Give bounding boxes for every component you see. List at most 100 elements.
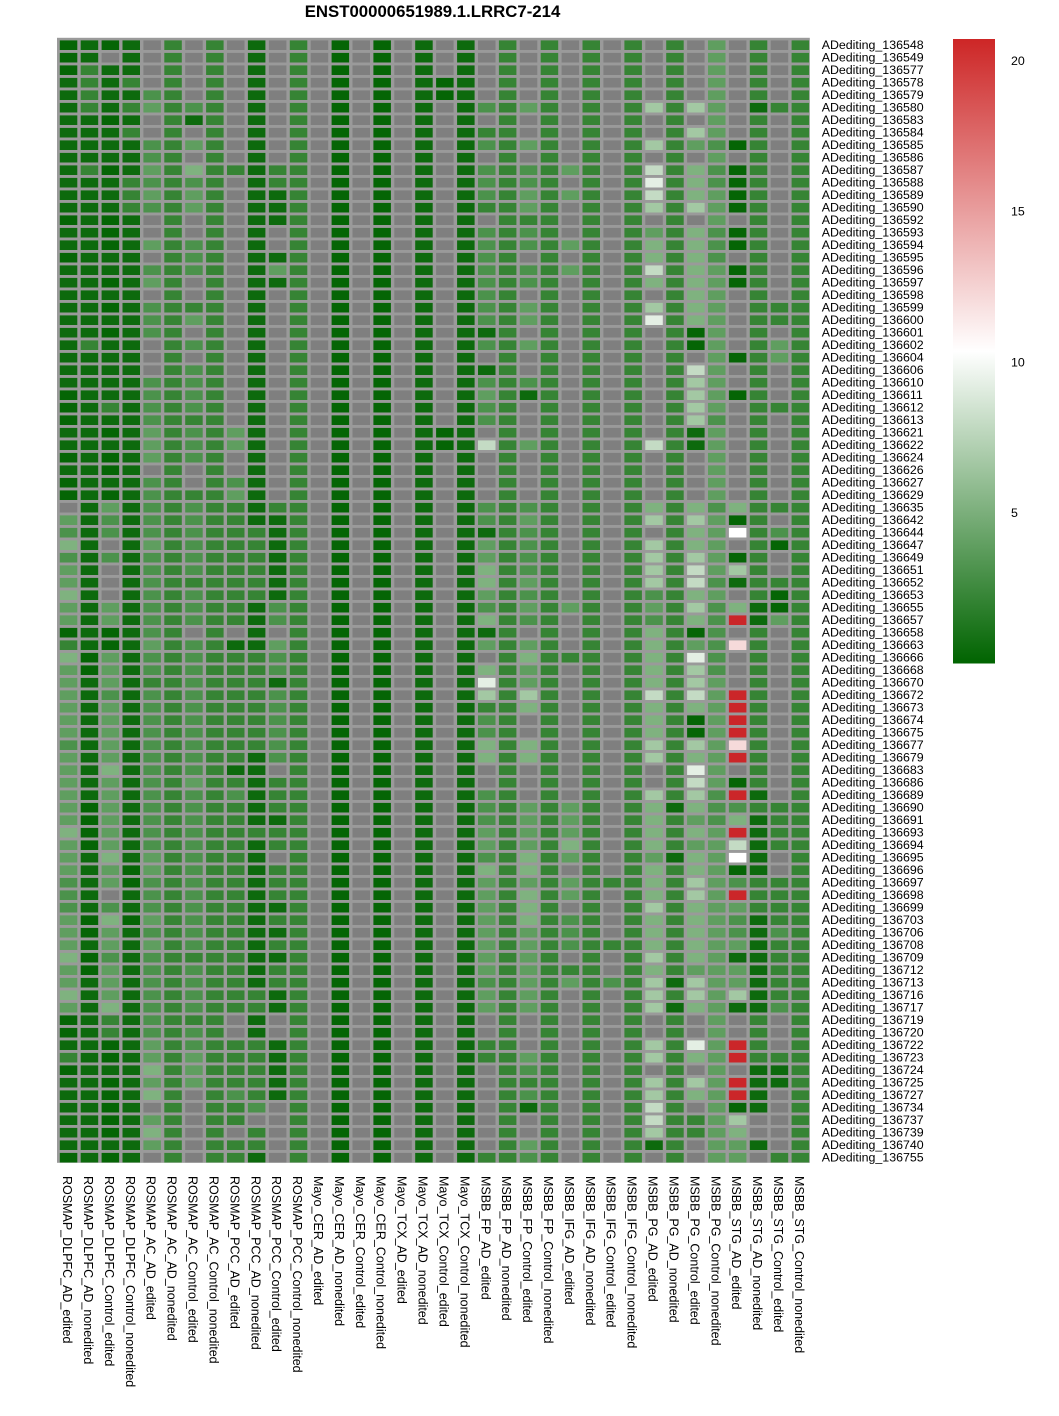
svg-text:ADediting_136693: ADediting_136693 xyxy=(822,826,924,840)
svg-text:ADediting_136642: ADediting_136642 xyxy=(822,513,924,527)
svg-text:ADediting_136580: ADediting_136580 xyxy=(822,101,924,115)
svg-text:ROSMAP_PCC_Control_edited: ROSMAP_PCC_Control_edited xyxy=(269,1176,283,1352)
svg-text:ADediting_136594: ADediting_136594 xyxy=(822,238,924,252)
svg-text:ADediting_136672: ADediting_136672 xyxy=(822,688,924,702)
svg-text:ADediting_136717: ADediting_136717 xyxy=(822,1001,924,1015)
svg-text:MSBB_IFG_Control_edited: MSBB_IFG_Control_edited xyxy=(604,1176,618,1328)
svg-text:ENST00000651989.1.LRRC7-214: ENST00000651989.1.LRRC7-214 xyxy=(305,2,561,21)
svg-text:ROSMAP_DLPFC_AD_nonedited: ROSMAP_DLPFC_AD_nonedited xyxy=(81,1176,95,1364)
svg-text:Mayo_CER_Control_nonedited: Mayo_CER_Control_nonedited xyxy=(374,1176,388,1349)
svg-text:MSBB_IFG_AD_edited: MSBB_IFG_AD_edited xyxy=(562,1176,576,1305)
svg-text:ADediting_136626: ADediting_136626 xyxy=(822,463,924,477)
svg-text:MSBB_PG_AD_nonedited: MSBB_PG_AD_nonedited xyxy=(667,1176,681,1323)
svg-text:ADediting_136578: ADediting_136578 xyxy=(822,76,924,90)
svg-text:ROSMAP_DLPFC_Control_edited: ROSMAP_DLPFC_Control_edited xyxy=(102,1176,116,1366)
svg-text:ADediting_136725: ADediting_136725 xyxy=(822,1076,924,1090)
svg-text:ROSMAP_AC_Control_nonedited: ROSMAP_AC_Control_nonedited xyxy=(206,1176,220,1364)
svg-text:Mayo_TCX_Control_nonedited: Mayo_TCX_Control_nonedited xyxy=(457,1176,471,1348)
svg-text:ADediting_136723: ADediting_136723 xyxy=(822,1051,924,1065)
svg-text:ADediting_136585: ADediting_136585 xyxy=(822,138,924,152)
svg-text:Mayo_CER_AD_nonedited: Mayo_CER_AD_nonedited xyxy=(332,1176,346,1326)
svg-text:Mayo_TCX_Control_edited: Mayo_TCX_Control_edited xyxy=(437,1176,451,1327)
svg-text:ADediting_136737: ADediting_136737 xyxy=(822,1113,924,1127)
svg-text:MSBB_PG_Control_edited: MSBB_PG_Control_edited xyxy=(687,1176,701,1325)
svg-text:ADediting_136716: ADediting_136716 xyxy=(822,988,924,1002)
svg-text:MSBB_IFG_Control_nonedited: MSBB_IFG_Control_nonedited xyxy=(625,1176,639,1348)
svg-text:ADediting_136668: ADediting_136668 xyxy=(822,663,924,677)
svg-text:ADediting_136589: ADediting_136589 xyxy=(822,188,924,202)
svg-text:ADediting_136602: ADediting_136602 xyxy=(822,338,924,352)
svg-text:ADediting_136712: ADediting_136712 xyxy=(822,963,924,977)
svg-text:MSBB_FP_AD_nonedited: MSBB_FP_AD_nonedited xyxy=(499,1176,513,1321)
svg-text:Mayo_CER_Control_edited: Mayo_CER_Control_edited xyxy=(353,1176,367,1328)
svg-text:ROSMAP_PCC_AD_edited: ROSMAP_PCC_AD_edited xyxy=(227,1176,241,1329)
svg-text:ADediting_136719: ADediting_136719 xyxy=(822,1013,924,1027)
svg-text:ADediting_136673: ADediting_136673 xyxy=(822,701,924,715)
svg-text:ADediting_136706: ADediting_136706 xyxy=(822,926,924,940)
svg-text:ADediting_136577: ADediting_136577 xyxy=(822,63,924,77)
svg-text:ADediting_136621: ADediting_136621 xyxy=(822,426,924,440)
svg-text:ADediting_136627: ADediting_136627 xyxy=(822,476,924,490)
svg-text:MSBB_IFG_AD_nonedited: MSBB_IFG_AD_nonedited xyxy=(583,1176,597,1325)
svg-text:ADediting_136722: ADediting_136722 xyxy=(822,1038,924,1052)
svg-text:ADediting_136739: ADediting_136739 xyxy=(822,1126,924,1140)
svg-text:ADediting_136583: ADediting_136583 xyxy=(822,113,924,127)
svg-text:ROSMAP_DLPFC_AD_edited: ROSMAP_DLPFC_AD_edited xyxy=(60,1176,74,1343)
svg-text:ADediting_136586: ADediting_136586 xyxy=(822,151,924,165)
svg-text:ADediting_136709: ADediting_136709 xyxy=(822,951,924,965)
svg-text:ADediting_136635: ADediting_136635 xyxy=(822,501,924,515)
svg-text:ADediting_136651: ADediting_136651 xyxy=(822,563,924,577)
svg-text:ADediting_136740: ADediting_136740 xyxy=(822,1138,924,1152)
svg-text:ADediting_136649: ADediting_136649 xyxy=(822,551,924,565)
svg-text:ADediting_136663: ADediting_136663 xyxy=(822,638,924,652)
svg-text:ADediting_136720: ADediting_136720 xyxy=(822,1026,924,1040)
svg-text:ADediting_136604: ADediting_136604 xyxy=(822,351,924,365)
svg-text:ADediting_136666: ADediting_136666 xyxy=(822,651,924,665)
svg-text:MSBB_PG_Control_nonedited: MSBB_PG_Control_nonedited xyxy=(708,1176,722,1346)
svg-text:ROSMAP_DLPFC_Control_nonedited: ROSMAP_DLPFC_Control_nonedited xyxy=(123,1176,137,1387)
svg-text:ADediting_136610: ADediting_136610 xyxy=(822,376,924,390)
svg-text:MSBB_STG_Control_nonedited: MSBB_STG_Control_nonedited xyxy=(792,1176,806,1353)
svg-text:Mayo_TCX_AD_edited: Mayo_TCX_AD_edited xyxy=(395,1176,409,1304)
svg-text:ADediting_136694: ADediting_136694 xyxy=(822,838,924,852)
svg-text:ADediting_136679: ADediting_136679 xyxy=(822,751,924,765)
svg-text:MSBB_STG_AD_nonedited: MSBB_STG_AD_nonedited xyxy=(750,1176,764,1330)
svg-text:Mayo_CER_AD_edited: Mayo_CER_AD_edited xyxy=(311,1176,325,1305)
svg-text:ADediting_136691: ADediting_136691 xyxy=(822,813,924,827)
svg-text:ADediting_136622: ADediting_136622 xyxy=(822,438,924,452)
svg-text:ADediting_136592: ADediting_136592 xyxy=(822,213,924,227)
svg-text:ADediting_136595: ADediting_136595 xyxy=(822,251,924,265)
svg-text:ADediting_136624: ADediting_136624 xyxy=(822,451,924,465)
svg-text:ADediting_136696: ADediting_136696 xyxy=(822,863,924,877)
svg-text:ADediting_136549: ADediting_136549 xyxy=(822,51,924,65)
svg-text:ADediting_136686: ADediting_136686 xyxy=(822,776,924,790)
svg-text:MSBB_STG_Control_edited: MSBB_STG_Control_edited xyxy=(771,1176,785,1332)
svg-text:ADediting_136708: ADediting_136708 xyxy=(822,938,924,952)
svg-text:ADediting_136579: ADediting_136579 xyxy=(822,88,924,102)
svg-text:ADediting_136703: ADediting_136703 xyxy=(822,913,924,927)
svg-text:ADediting_136698: ADediting_136698 xyxy=(822,888,924,902)
svg-text:ROSMAP_AC_AD_edited: ROSMAP_AC_AD_edited xyxy=(144,1176,158,1320)
svg-text:ADediting_136653: ADediting_136653 xyxy=(822,588,924,602)
svg-text:ADediting_136689: ADediting_136689 xyxy=(822,788,924,802)
svg-text:ADediting_136587: ADediting_136587 xyxy=(822,163,924,177)
svg-text:ADediting_136629: ADediting_136629 xyxy=(822,488,924,502)
svg-text:ADediting_136755: ADediting_136755 xyxy=(822,1151,924,1165)
svg-text:ADediting_136683: ADediting_136683 xyxy=(822,763,924,777)
svg-text:ADediting_136644: ADediting_136644 xyxy=(822,526,924,540)
svg-text:ADediting_136613: ADediting_136613 xyxy=(822,413,924,427)
svg-text:ROSMAP_PCC_Control_nonedited: ROSMAP_PCC_Control_nonedited xyxy=(290,1176,304,1373)
svg-text:15: 15 xyxy=(1011,205,1025,219)
svg-text:ADediting_136727: ADediting_136727 xyxy=(822,1088,924,1102)
svg-text:ADediting_136597: ADediting_136597 xyxy=(822,276,924,290)
svg-text:ADediting_136598: ADediting_136598 xyxy=(822,288,924,302)
svg-text:ADediting_136658: ADediting_136658 xyxy=(822,626,924,640)
svg-text:ADediting_136695: ADediting_136695 xyxy=(822,851,924,865)
svg-text:ADediting_136588: ADediting_136588 xyxy=(822,176,924,190)
svg-text:ROSMAP_AC_Control_edited: ROSMAP_AC_Control_edited xyxy=(186,1176,200,1343)
svg-text:ADediting_136612: ADediting_136612 xyxy=(822,401,924,415)
svg-text:ADediting_136697: ADediting_136697 xyxy=(822,876,924,890)
svg-text:ADediting_136675: ADediting_136675 xyxy=(822,726,924,740)
svg-text:ADediting_136657: ADediting_136657 xyxy=(822,613,924,627)
svg-text:MSBB_STG_AD_edited: MSBB_STG_AD_edited xyxy=(729,1176,743,1309)
